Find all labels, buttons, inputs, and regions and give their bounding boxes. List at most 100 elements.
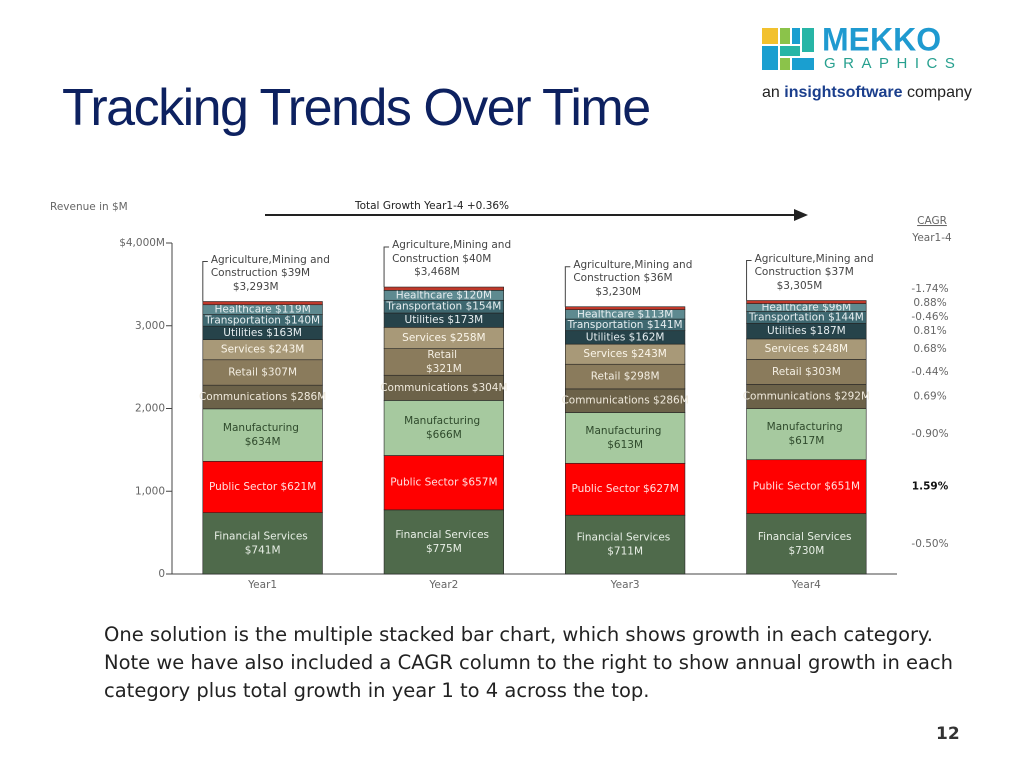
- segment-value: $286M: [653, 395, 689, 407]
- segment-value: $292M: [834, 391, 870, 403]
- bar-segment: [383, 400, 504, 456]
- bar-segment: [565, 363, 686, 390]
- tagline-prefix: an: [762, 84, 780, 101]
- y-tick-label: $4,000M: [119, 237, 165, 249]
- segment-value: $144M: [828, 311, 864, 323]
- segment-value: $248M: [812, 343, 848, 355]
- segment-label: Communications $286M: [199, 391, 326, 403]
- segment-value: $617M: [788, 435, 824, 447]
- segment-name: Services: [221, 344, 265, 356]
- segment-value: $40M: [462, 252, 492, 265]
- segment-value: $120M: [456, 289, 492, 301]
- segment-name: Transportation: [567, 319, 644, 331]
- segment-label: Utilities $163M: [223, 327, 302, 339]
- bar-segment: [565, 306, 686, 310]
- segment-name: Financial Services: [758, 531, 852, 543]
- y-tick-label: 3,000: [135, 320, 165, 332]
- logo-tile: [762, 46, 778, 70]
- segment-name: Utilities: [586, 331, 626, 343]
- logo-tile: [780, 58, 790, 70]
- segment-label: Services $258M: [402, 332, 485, 344]
- y-tick-label: 0: [158, 568, 165, 580]
- segment-value: $634M: [245, 436, 281, 448]
- segment-label: Healthcare $119M: [214, 304, 310, 316]
- segment-label: Retail $307M: [228, 366, 297, 378]
- segment-label: Transportation $144M: [748, 311, 864, 323]
- logo: MEKKO GRAPHICS an insightsoftware compan…: [762, 21, 972, 101]
- y-tick-label: 1,000: [135, 485, 165, 497]
- segment-value: $651M: [824, 481, 860, 493]
- x-tick-label: Year1: [247, 579, 277, 591]
- segment-name: Utilities: [223, 327, 263, 339]
- label-bracket: [202, 261, 208, 302]
- segment-value: $141M: [647, 319, 683, 331]
- logo-name: MEKKO: [822, 21, 941, 57]
- page-number: 12: [936, 724, 960, 744]
- segment-label: Financial Services $711M: [577, 532, 674, 558]
- segment-value: $741M: [245, 544, 281, 556]
- segment-value: $113M: [638, 308, 674, 320]
- segment-name: Public Sector: [390, 477, 459, 489]
- segment-label: Public Sector $657M: [390, 477, 497, 489]
- segment-name: Transportation: [204, 314, 281, 326]
- segment-name: Retail: [772, 366, 802, 378]
- segment-value: $657M: [462, 477, 498, 489]
- segment-name: Services: [402, 332, 446, 344]
- segment-label: Transportation $140M: [204, 314, 320, 326]
- segment-label: Manufacturing $666M: [404, 415, 483, 441]
- segment-value: $298M: [624, 371, 660, 383]
- agri-label: Agriculture,Mining and Construction $40M…: [392, 239, 532, 280]
- bar-segment: [202, 460, 323, 513]
- logo-tile: [792, 28, 800, 44]
- bar-segment: [746, 408, 867, 461]
- bar-segment: [383, 286, 504, 291]
- segment-value: $173M: [447, 314, 483, 326]
- agri-label: Agriculture,Mining and Construction $39M…: [211, 254, 351, 295]
- segment-label: Financial Services $741M: [214, 530, 311, 556]
- segment-name: Financial Services: [395, 529, 489, 541]
- total-label: $3,305M: [776, 279, 823, 292]
- bar-segment: [565, 412, 686, 464]
- segment-value: $666M: [426, 429, 462, 441]
- cagr-value: 0.69%: [913, 391, 946, 403]
- bar-segment: [746, 300, 867, 304]
- segment-label: Healthcare $120M: [396, 289, 492, 301]
- x-tick-label: Year4: [791, 579, 821, 591]
- segment-label: Services $243M: [583, 348, 666, 360]
- segment-value: $730M: [788, 545, 824, 557]
- segment-name: Transportation: [385, 301, 462, 313]
- segment-value: $163M: [266, 327, 302, 339]
- segment-name: Communications: [561, 395, 649, 407]
- segment-name: Communications: [199, 391, 287, 403]
- segment-label: Public Sector $627M: [571, 483, 678, 495]
- segment-label: Utilities $162M: [586, 331, 665, 343]
- logo-tile: [780, 46, 800, 56]
- segment-value: $711M: [607, 546, 643, 558]
- arrow-head: [794, 209, 808, 221]
- segment-value: $286M: [291, 391, 327, 403]
- segment-label: Financial Services $775M: [395, 529, 492, 555]
- segment-value: $243M: [269, 344, 305, 356]
- segment-label: Communications $304M: [380, 382, 507, 394]
- segment-label: Healthcare $113M: [577, 308, 673, 320]
- body-text: One solution is the multiple stacked bar…: [104, 623, 954, 702]
- segment-label: Financial Services $730M: [758, 531, 855, 557]
- segment-label: Retail $303M: [772, 366, 841, 378]
- segment-name: Services: [765, 343, 809, 355]
- segment-name: Retail: [427, 349, 457, 361]
- segment-label: Services $243M: [221, 344, 304, 356]
- segment-name: Retail: [591, 371, 621, 383]
- segment-name: Transportation: [748, 311, 825, 323]
- segment-name: Public Sector: [753, 481, 822, 493]
- logo-tagline: an insightsoftware company: [762, 84, 972, 101]
- segment-label: Utilities $173M: [405, 314, 484, 326]
- segment-name: Agriculture,Mining and Construction: [573, 258, 693, 285]
- cagr-value: -0.90%: [911, 428, 948, 440]
- segment-name: Agriculture,Mining and Construction: [754, 252, 874, 279]
- segment-label: Retail $298M: [591, 371, 660, 383]
- label-bracket: [746, 260, 752, 301]
- segment-name: Services: [583, 348, 627, 360]
- bar-segment: [565, 462, 686, 516]
- segment-value: $187M: [810, 325, 846, 337]
